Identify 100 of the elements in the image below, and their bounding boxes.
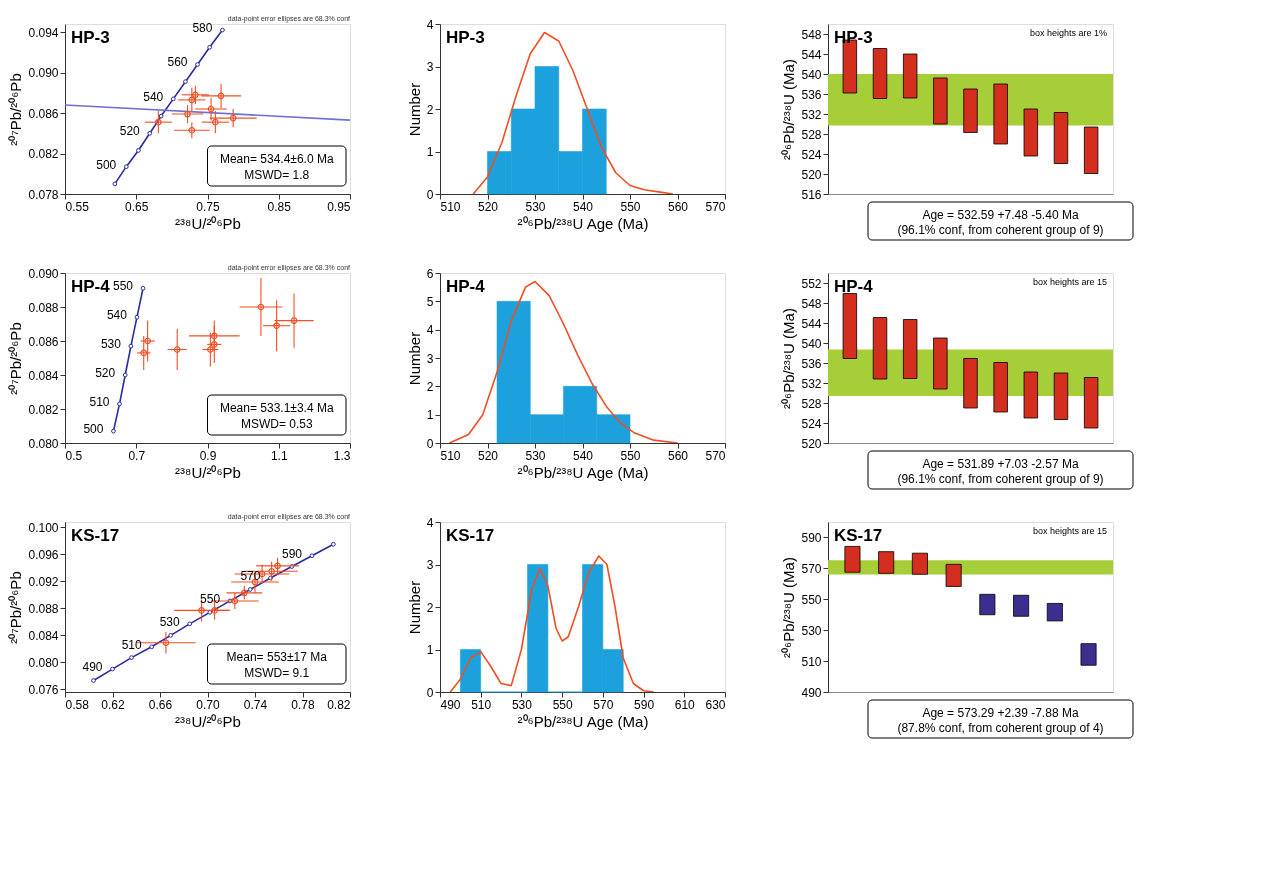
y-tick-label: 3 (426, 558, 434, 572)
annotation: 550 (200, 591, 221, 606)
line-series (448, 280, 679, 443)
y-tick-label: 6 (426, 266, 434, 281)
x-axis-title: ²⁰⁶Pb/²³⁸U Age (Ma) (517, 463, 649, 481)
y-tick-label: 524 (801, 416, 822, 431)
bar (1083, 126, 1099, 174)
chart-title: KS-17 (446, 526, 495, 545)
x-tick-label: 550 (552, 697, 573, 712)
y-tick-label: 0.094 (28, 25, 59, 40)
x-tick-label: 530 (525, 448, 546, 463)
x-tick-label: 520 (477, 448, 499, 463)
bar (979, 593, 996, 616)
y-tick-label: 528 (801, 127, 822, 142)
x-tick-label: 490 (440, 697, 461, 712)
y-tick-label: 0.088 (28, 601, 59, 616)
y-tick-label: 0.076 (28, 682, 59, 697)
y-tick-label: 0.084 (28, 628, 59, 643)
x-axis-title: ²⁰⁶Pb/²³⁸U Age (Ma) (517, 712, 649, 730)
annotation: 560 (167, 55, 188, 70)
y-tick-label: 516 (801, 187, 822, 202)
annotation: box heights are 15 (1032, 526, 1107, 536)
x-tick-label: 570 (705, 448, 726, 463)
y-tick-label: 0.082 (28, 402, 59, 417)
annotation: 510 (89, 394, 110, 409)
annotation: 490 (82, 660, 103, 675)
annotation: 500 (96, 157, 117, 172)
x-tick-label: 520 (477, 199, 499, 214)
annotation: 530 (100, 337, 122, 352)
bar (945, 563, 962, 587)
x-tick-label: 570 (705, 199, 726, 214)
x-axis-title: ²⁰⁶Pb/²³⁸U Age (Ma) (517, 214, 649, 232)
x-tick-label: 510 (440, 199, 461, 214)
bar (872, 317, 888, 380)
y-tick-label: 1 (426, 408, 434, 423)
x-tick-label: 630 (705, 697, 726, 712)
y-tick-label: 528 (801, 396, 822, 411)
annotation: 530 (159, 614, 180, 629)
bar (1083, 377, 1099, 429)
y-tick-label: 548 (801, 27, 822, 42)
text: (96.1% conf, from coherent group of 9) (897, 471, 1104, 486)
bar (933, 77, 948, 125)
y-axis-title: ²⁰⁷Pb/²⁰⁶Pb (7, 322, 25, 395)
bar (1053, 112, 1069, 164)
chart-title: HP-4 (71, 277, 111, 296)
x-tick-label: 590 (634, 697, 655, 712)
y-tick-label: 0.090 (28, 266, 59, 281)
bar (1013, 594, 1030, 617)
y-tick-label: 0 (426, 685, 434, 700)
chart-title: HP-3 (446, 28, 485, 47)
bar (1046, 603, 1063, 622)
x-tick-label: 0.82 (327, 697, 351, 712)
y-tick-label: 552 (801, 276, 822, 291)
y-tick-label: 0 (426, 436, 434, 451)
annotation: 580 (192, 21, 213, 36)
y-axis-title: ²⁰⁶Pb/²³⁸U (Ma) (780, 59, 798, 160)
x-tick-label: 530 (511, 697, 533, 712)
annotation: MSWD= 0.53 (240, 417, 313, 431)
annotation: 540 (143, 89, 164, 104)
y-tick-label: 0 (426, 187, 434, 202)
y-tick-label: 3 (426, 60, 434, 74)
y-tick-label: 0.090 (28, 66, 59, 81)
bar (878, 551, 895, 574)
y-tick-label: 570 (801, 561, 822, 576)
x-tick-label: 0.58 (65, 697, 90, 712)
bar (963, 88, 978, 133)
x-tick-label: 1.3 (333, 448, 351, 463)
annotation: 550 (112, 279, 134, 294)
x-tick-label: 550 (620, 199, 641, 214)
bar (903, 53, 918, 99)
y-axis-title: ²⁰⁶Pb/²³⁸U (Ma) (780, 557, 798, 658)
y-tick-label: 2 (426, 600, 434, 615)
y-tick-label: 0.096 (28, 547, 59, 562)
y-tick-label: 532 (801, 376, 822, 391)
annotation: 500 (83, 422, 104, 437)
y-axis-title: Number (405, 82, 423, 137)
chart-title: KS-17 (71, 526, 120, 545)
bar (844, 546, 861, 573)
annotation: Mean= 534.4±6.0 Ma (219, 152, 334, 166)
y-tick-label: 2 (426, 379, 434, 394)
y-tick-label: 0.086 (28, 106, 59, 121)
x-tick-label: 0.95 (327, 199, 351, 214)
y-tick-label: 532 (801, 107, 822, 122)
annotation: 540 (106, 308, 128, 323)
x-tick-label: 570 (593, 697, 614, 712)
bar (933, 337, 948, 390)
bar (911, 552, 928, 575)
y-tick-label: 0.078 (28, 187, 59, 202)
chart-title: KS-17 (834, 526, 883, 545)
y-axis-title: ²⁰⁷Pb/²⁰⁶Pb (7, 571, 25, 644)
y-tick-label: 4 (426, 17, 434, 32)
text: (87.8% conf, from coherent group of 4) (897, 720, 1104, 735)
y-tick-label: 4 (426, 515, 434, 530)
x-tick-label: 0.75 (196, 199, 220, 214)
annotation: box heights are 15 (1032, 277, 1107, 287)
x-tick-label: 1.1 (270, 448, 288, 463)
x-axis-title: ²³⁸U/²⁰⁶Pb (175, 214, 241, 232)
y-tick-label: 510 (801, 654, 822, 669)
y-tick-label: 490 (801, 685, 822, 700)
chart-title: HP-3 (834, 28, 873, 47)
